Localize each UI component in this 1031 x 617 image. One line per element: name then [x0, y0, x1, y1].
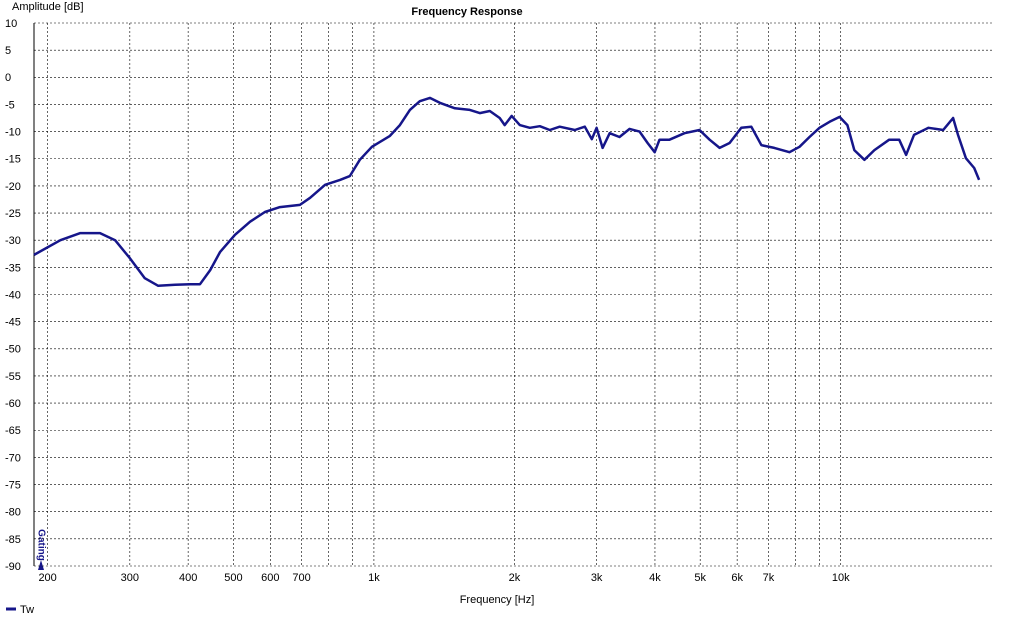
y-tick-label: -80	[5, 507, 21, 519]
x-tick-label: 700	[292, 572, 310, 584]
x-tick-label: 600	[261, 572, 279, 584]
y-tick-label: -50	[5, 344, 21, 356]
legend-label: Tw	[20, 604, 34, 616]
y-tick-label: -45	[5, 317, 21, 329]
x-tick-label: 200	[38, 572, 56, 584]
x-tick-label: 1k	[368, 572, 380, 584]
y-tick-label: 5	[5, 45, 11, 57]
y-tick-label: -65	[5, 425, 21, 437]
y-tick-label: -15	[5, 154, 21, 166]
gating-label: Gating	[35, 529, 46, 561]
x-tick-label: 4k	[649, 572, 661, 584]
y-tick-label: -60	[5, 398, 21, 410]
y-tick-label: 10	[5, 18, 17, 30]
x-tick-label: 2k	[509, 572, 521, 584]
y-tick-label: -85	[5, 534, 21, 546]
y-tick-label: -30	[5, 235, 21, 247]
gating-marker	[38, 560, 44, 570]
y-tick-label: -90	[5, 561, 21, 573]
y-tick-label: -5	[5, 99, 15, 111]
x-tick-label: 300	[121, 572, 139, 584]
y-tick-label: -40	[5, 289, 21, 301]
y-tick-label: -75	[5, 479, 21, 491]
x-tick-label: 6k	[731, 572, 743, 584]
y-tick-label: -55	[5, 371, 21, 383]
series-line	[33, 96, 981, 288]
x-axis-label: Frequency [Hz]	[460, 594, 535, 606]
y-tick-label: -35	[5, 262, 21, 274]
y-tick-label: -20	[5, 181, 21, 193]
chart-title: Frequency Response	[411, 6, 522, 18]
y-tick-label: -10	[5, 127, 21, 139]
x-tick-label: 400	[179, 572, 197, 584]
y-axis-label: Amplitude [dB]	[12, 1, 84, 13]
x-tick-label: 7k	[763, 572, 775, 584]
x-tick-label: 3k	[591, 572, 603, 584]
y-tick-label: -25	[5, 208, 21, 220]
y-tick-label: -70	[5, 452, 21, 464]
x-tick-label: 500	[224, 572, 242, 584]
x-tick-label: 5k	[694, 572, 706, 584]
x-tick-label: 10k	[832, 572, 850, 584]
y-tick-label: 0	[5, 72, 11, 84]
